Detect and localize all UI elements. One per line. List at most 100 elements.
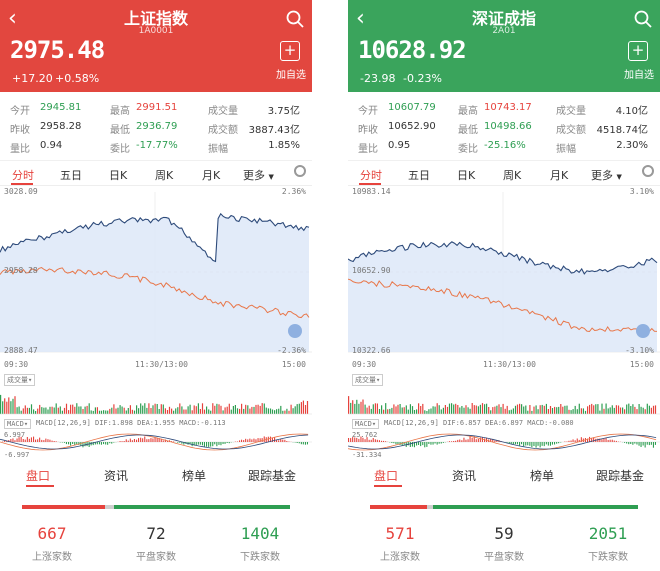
market-breadth: 667 上涨家数 72 平盘家数 1404 下跌家数 bbox=[0, 524, 312, 568]
plus-icon: + bbox=[283, 41, 297, 59]
volume-selector[interactable]: 成交量▾ bbox=[352, 374, 384, 386]
price-axis-bottom: 2888.47 bbox=[4, 346, 38, 355]
intraday-chart[interactable]: 10983.14 3.10% 10652.90 10322.66 -3.10% … bbox=[348, 186, 660, 466]
down-count-label: 下跌家数 bbox=[240, 552, 280, 563]
search-icon[interactable] bbox=[286, 10, 304, 28]
down-count-label: 下跌家数 bbox=[588, 552, 628, 563]
commission-ratio-label: 委比 bbox=[458, 144, 478, 155]
chart-period-tabs: 分时 五日 日K 周K 月K 更多 ▼ bbox=[0, 160, 312, 186]
volume-ratio-label: 量比 bbox=[10, 144, 30, 155]
intraday-chart[interactable]: 3028.09 2.36% 2958.28 2888.47 -2.36% 09:… bbox=[0, 186, 312, 466]
add-watchlist-button[interactable]: + bbox=[628, 41, 648, 61]
active-bottom-tab-underline bbox=[26, 485, 54, 487]
add-watchlist-label[interactable]: 加自选 bbox=[276, 70, 306, 81]
tab-more[interactable]: 更多 ▼ bbox=[243, 167, 274, 183]
tab-news[interactable]: 资讯 bbox=[104, 469, 129, 483]
quote-stats: 今开 2945.81 昨收 2958.28 量比 0.94 最高 2991.51… bbox=[0, 98, 312, 156]
tab-order-book[interactable]: 盘口 bbox=[374, 469, 399, 483]
more-label: 更多 bbox=[243, 169, 265, 182]
low-value: 10498.66 bbox=[484, 121, 532, 132]
volume-label: 成交量 bbox=[208, 106, 238, 117]
low-label: 最低 bbox=[458, 125, 478, 136]
volume-selector-label: 成交量 bbox=[7, 376, 28, 384]
up-count-label: 上涨家数 bbox=[32, 552, 72, 563]
tab-daily-k[interactable]: 日K bbox=[109, 169, 128, 182]
tab-more[interactable]: 更多 ▼ bbox=[591, 167, 622, 183]
time-mid: 11:30/13:00 bbox=[135, 360, 188, 369]
tab-daily-k[interactable]: 日K bbox=[457, 169, 476, 182]
active-tab-underline bbox=[359, 183, 381, 185]
turnover-value: 3887.43亿 bbox=[248, 125, 300, 136]
tab-five-day[interactable]: 五日 bbox=[60, 169, 82, 182]
price-change-percent: +0.58% bbox=[55, 72, 100, 85]
high-label: 最高 bbox=[110, 106, 130, 117]
pct-axis-top: 2.36% bbox=[281, 187, 306, 196]
tab-intraday[interactable]: 分时 bbox=[12, 169, 34, 182]
chart-period-tabs: 分时 五日 日K 周K 月K 更多 ▼ bbox=[348, 160, 660, 186]
low-label: 最低 bbox=[110, 125, 130, 136]
commission-ratio-value: -17.77% bbox=[136, 140, 178, 151]
tab-weekly-k[interactable]: 周K bbox=[503, 169, 522, 182]
turnover-value: 4518.74亿 bbox=[596, 125, 648, 136]
flat-count-label: 平盘家数 bbox=[484, 552, 524, 563]
back-arrow-icon[interactable]: ‹ bbox=[8, 6, 17, 31]
macd-selector[interactable]: MACD▾ bbox=[4, 419, 32, 429]
bottom-tabs: 盘口 资讯 榜单 跟踪基金 bbox=[0, 463, 312, 487]
prev-close-value: 2958.28 bbox=[40, 121, 82, 132]
search-icon[interactable] bbox=[634, 10, 652, 28]
tab-rankings[interactable]: 榜单 bbox=[530, 469, 555, 483]
amplitude-value: 2.30% bbox=[616, 140, 648, 151]
flat-count: 59 bbox=[494, 524, 514, 543]
up-count: 667 bbox=[37, 524, 67, 543]
caret-down-icon: ▼ bbox=[268, 173, 274, 181]
open-value: 10607.79 bbox=[388, 102, 436, 113]
chart-toggle-icon[interactable] bbox=[636, 324, 650, 338]
index-code: 1A0001 bbox=[138, 26, 174, 36]
caret-down-icon: ▼ bbox=[616, 173, 622, 181]
volume-ratio-value: 0.94 bbox=[40, 140, 63, 151]
volume-ratio-label: 量比 bbox=[358, 144, 378, 155]
prev-close-value: 10652.90 bbox=[388, 121, 436, 132]
commission-ratio-label: 委比 bbox=[110, 144, 130, 155]
chart-canvas bbox=[348, 192, 660, 451]
amplitude-label: 振幅 bbox=[208, 144, 228, 155]
volume-selector[interactable]: 成交量▾ bbox=[4, 374, 36, 386]
macd-selector-label: MACD bbox=[355, 420, 372, 428]
plus-icon: + bbox=[631, 41, 645, 59]
down-count: 2051 bbox=[588, 524, 628, 543]
chart-toggle-icon[interactable] bbox=[288, 324, 302, 338]
open-value: 2945.81 bbox=[40, 102, 82, 113]
tab-order-book[interactable]: 盘口 bbox=[26, 469, 51, 483]
tab-tracking-funds[interactable]: 跟踪基金 bbox=[596, 469, 645, 483]
down-count: 1404 bbox=[240, 524, 280, 543]
low-value: 2936.79 bbox=[136, 121, 178, 132]
tab-intraday[interactable]: 分时 bbox=[360, 169, 382, 182]
tab-rankings[interactable]: 榜单 bbox=[182, 469, 207, 483]
tab-tracking-funds[interactable]: 跟踪基金 bbox=[248, 469, 297, 483]
commission-ratio-value: -25.16% bbox=[484, 140, 526, 151]
macd-selector[interactable]: MACD▾ bbox=[352, 419, 380, 429]
index-title: 上证指数 bbox=[123, 9, 188, 28]
add-watchlist-label[interactable]: 加自选 bbox=[624, 70, 654, 81]
flat-count-label: 平盘家数 bbox=[136, 552, 176, 563]
active-bottom-tab-underline bbox=[374, 485, 402, 487]
tab-five-day[interactable]: 五日 bbox=[408, 169, 430, 182]
macd-axis-bottom: -31.334 bbox=[352, 451, 382, 459]
add-watchlist-button[interactable]: + bbox=[280, 41, 300, 61]
pct-axis-top: 3.10% bbox=[629, 187, 654, 196]
settings-gear-icon[interactable] bbox=[642, 165, 654, 177]
price-axis-bottom: 10322.66 bbox=[352, 346, 391, 355]
high-label: 最高 bbox=[458, 106, 478, 117]
tab-monthly-k[interactable]: 月K bbox=[550, 169, 569, 182]
advance-bar bbox=[22, 505, 106, 509]
more-label: 更多 bbox=[591, 169, 613, 182]
flat-bar bbox=[105, 505, 115, 509]
tab-monthly-k[interactable]: 月K bbox=[202, 169, 221, 182]
tab-news[interactable]: 资讯 bbox=[452, 469, 477, 483]
settings-gear-icon[interactable] bbox=[294, 165, 306, 177]
turnover-label: 成交额 bbox=[208, 125, 238, 136]
back-arrow-icon[interactable]: ‹ bbox=[356, 6, 365, 31]
price-axis-mid: 10652.90 bbox=[352, 266, 391, 275]
tab-weekly-k[interactable]: 周K bbox=[155, 169, 174, 182]
current-price: 2975.48 bbox=[10, 36, 105, 64]
